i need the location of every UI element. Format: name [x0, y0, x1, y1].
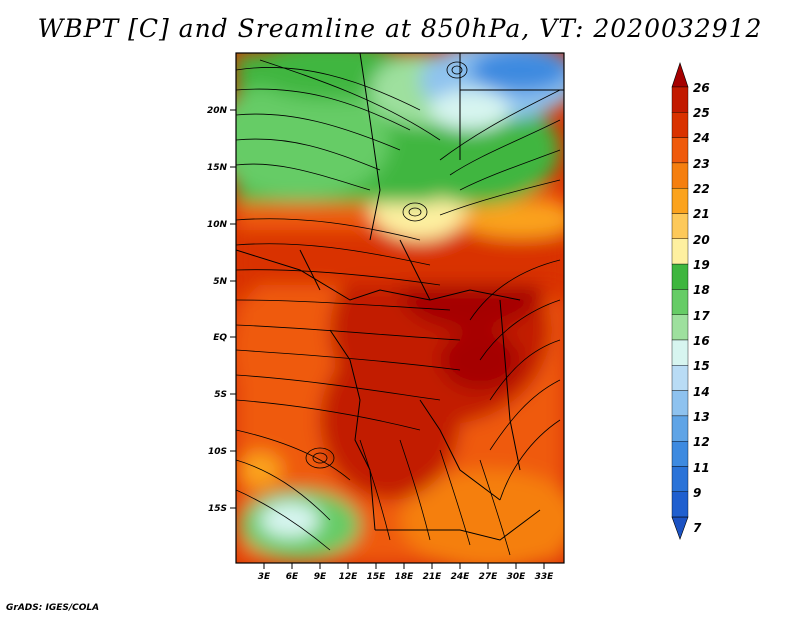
legend-swatch [671, 491, 689, 518]
footer-credit: GrADS: IGES/COLA [6, 603, 100, 613]
legend-swatch [671, 86, 689, 113]
map-title: WBPT [C] and Sreamline at 850hPa, VT: 20… [37, 14, 763, 43]
legend-swatch [671, 238, 689, 265]
map-frame [235, 52, 565, 564]
legend-label: 25 [693, 106, 710, 120]
lon-label: 24E [451, 572, 471, 582]
lon-label: 18E [395, 572, 415, 582]
legend-label: 23 [693, 157, 710, 171]
lon-label: 15E [367, 572, 387, 582]
wbpt-shading [236, 53, 564, 563]
lon-label: 33E [535, 572, 555, 582]
legend-label: 21 [693, 207, 710, 221]
legend-label: 24 [693, 131, 710, 145]
legend-swatch [671, 314, 689, 341]
legend-label: 12 [693, 435, 710, 449]
lon-label: 6E [286, 572, 299, 582]
lat-label: 5N [213, 277, 227, 287]
legend-swatch [671, 365, 689, 391]
legend-swatch [671, 289, 689, 315]
lon-label: 3E [258, 572, 271, 582]
longitude-axis: 3E 6E 9E 12E 15E 18E 21E 24E 27E 30E 33E [258, 563, 554, 582]
legend-label: 19 [693, 258, 710, 272]
legend-label: 18 [693, 283, 710, 297]
legend-labels: 26 25 24 23 22 21 20 19 18 17 16 15 14 1… [693, 81, 710, 535]
legend-label: 7 [693, 521, 702, 535]
legend-label: 13 [693, 410, 710, 424]
lat-label: 20N [207, 106, 228, 116]
legend-swatch [671, 466, 689, 492]
lon-label: 9E [314, 572, 327, 582]
legend-swatch [671, 339, 689, 366]
lat-label: EQ [213, 333, 227, 343]
legend-label: 9 [693, 486, 701, 500]
legend-label: 16 [693, 334, 710, 348]
legend-label: 15 [693, 359, 710, 373]
legend-label: 17 [693, 309, 710, 323]
lon-label: 30E [507, 572, 527, 582]
legend-label: 20 [693, 233, 710, 247]
lat-label: 10S [208, 447, 227, 457]
legend-swatch [671, 263, 689, 290]
legend-swatch [671, 137, 689, 164]
lat-label: 15N [207, 163, 228, 173]
legend-swatch [671, 213, 689, 239]
legend-swatch [671, 390, 689, 417]
legend-swatch [671, 441, 689, 467]
lat-label: 10N [207, 220, 228, 230]
lat-label: 15S [208, 504, 227, 514]
lon-label: 27E [479, 572, 499, 582]
legend-arrow-top [671, 62, 689, 88]
legend-swatch [671, 162, 689, 189]
legend-label: 11 [693, 461, 710, 475]
legend-arrow-bottom [671, 516, 689, 540]
lon-label: 12E [339, 572, 359, 582]
legend-label: 26 [693, 81, 710, 95]
legend-swatch [671, 112, 689, 138]
legend-label: 22 [693, 182, 710, 196]
lon-label: 21E [423, 572, 443, 582]
legend-label: 14 [693, 385, 710, 399]
country-borders [236, 53, 564, 541]
lat-label: 5S [214, 390, 227, 400]
latitude-axis: 20N 15N 10N 5N EQ 5S 10S 15S [207, 106, 236, 514]
legend-swatch [671, 415, 689, 442]
streamlines [236, 59, 561, 556]
color-legend [671, 62, 689, 540]
legend-swatch [671, 187, 689, 214]
